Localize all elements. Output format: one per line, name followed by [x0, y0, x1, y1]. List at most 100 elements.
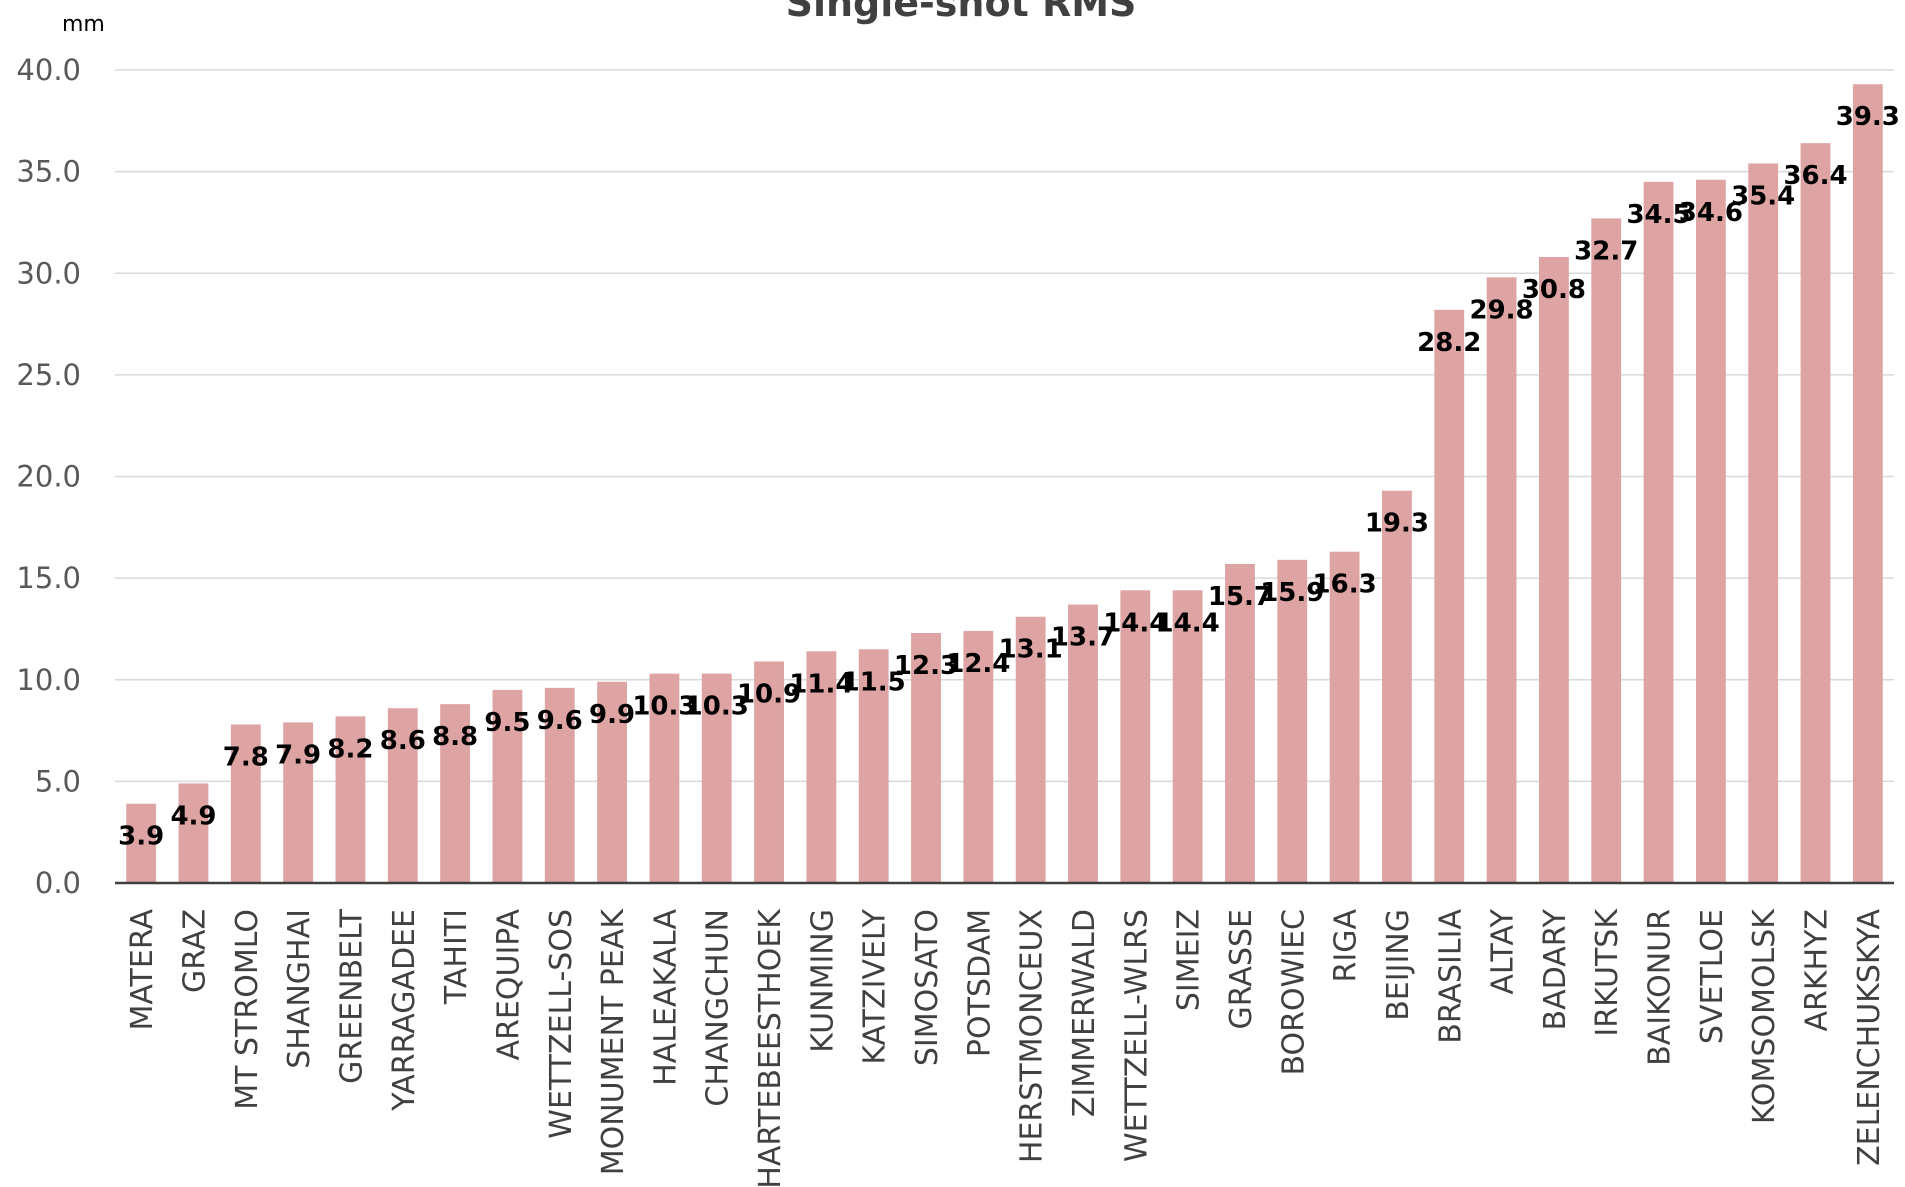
x-tick-label: ZIMMERWALD	[1067, 909, 1102, 1117]
bar	[701, 673, 732, 883]
bar	[1068, 604, 1098, 883]
x-tick-label: SIMEIZ	[1172, 909, 1207, 1011]
x-tick-label: HERSTMONCEUX	[1015, 909, 1050, 1163]
x-tick-label: IRKUTSK	[1590, 908, 1625, 1037]
bar	[1172, 590, 1203, 883]
bar	[597, 681, 627, 883]
x-tick-label: BRASILIA	[1433, 909, 1468, 1044]
bar	[1382, 490, 1412, 883]
data-label: 8.2	[327, 734, 373, 764]
y-tick-label: 40.0	[16, 53, 81, 87]
y-tick-label: 5.0	[35, 764, 81, 798]
bar	[283, 722, 314, 883]
data-label: 7.8	[223, 742, 269, 772]
bars	[126, 84, 1883, 884]
data-label: 8.6	[380, 726, 426, 756]
x-tick-label: TAHITI	[439, 909, 474, 1005]
y-tick-label: 35.0	[16, 155, 81, 189]
y-unit-label: mm	[62, 12, 105, 37]
x-tick-label: SVETLOE	[1695, 909, 1730, 1044]
bar	[1120, 590, 1151, 883]
y-tick-label: 20.0	[16, 460, 81, 494]
x-tick-label: ZELENCHUKSKYA	[1852, 909, 1887, 1166]
bar	[754, 661, 784, 883]
x-tick-label: KATZIVELY	[858, 908, 893, 1064]
bar	[806, 651, 837, 883]
bar	[544, 687, 575, 883]
data-label: 9.5	[484, 708, 530, 738]
data-label: 16.3	[1313, 570, 1377, 600]
bar	[858, 649, 889, 883]
bar	[126, 803, 157, 883]
data-label: 4.9	[170, 801, 216, 831]
data-label: 12.3	[894, 651, 958, 681]
x-tick-label: SIMOSATO	[910, 909, 945, 1066]
bar	[1225, 563, 1255, 883]
x-tick-label: HALEAKALA	[648, 909, 683, 1086]
x-tick-label: BAIKONUR	[1643, 909, 1678, 1066]
x-tick-label: AREQUIPA	[491, 909, 526, 1061]
y-tick-label: 0.0	[35, 866, 81, 900]
x-tick-label: WETTZELL-SOS	[544, 909, 579, 1139]
bar	[1434, 309, 1465, 884]
x-tick-label: BEIJING	[1381, 909, 1416, 1021]
bar	[387, 708, 418, 883]
x-tick-label: KUNMING	[805, 909, 840, 1053]
data-label: 14.4	[1103, 608, 1167, 638]
data-label: 9.6	[537, 706, 583, 736]
bar	[1486, 277, 1517, 883]
x-tick-label: POTSDAM	[962, 909, 997, 1057]
data-label: 19.3	[1365, 509, 1429, 539]
x-tick-label: ALTAY	[1486, 908, 1521, 994]
data-label: 10.9	[737, 679, 801, 709]
bar	[1643, 181, 1674, 884]
bar	[1277, 559, 1308, 883]
y-tick-label: 30.0	[16, 256, 81, 290]
data-label: 13.7	[1051, 623, 1115, 653]
bar	[1591, 218, 1622, 883]
data-label: 32.7	[1574, 236, 1638, 266]
x-tick-label: KOMSOMOLSK	[1747, 908, 1782, 1124]
x-tick-label: BADARY	[1538, 908, 1573, 1030]
bar	[1695, 179, 1726, 883]
bar	[440, 704, 471, 883]
bar	[911, 633, 941, 883]
data-label: 12.4	[946, 649, 1010, 679]
x-tick-label: MT STROMLO	[230, 909, 265, 1110]
x-tick-label: GREENBELT	[334, 908, 369, 1084]
x-tick-label: HARTEBEESTHOEK	[753, 908, 788, 1187]
bar	[1015, 616, 1046, 883]
x-tick-label: MATERA	[125, 909, 160, 1031]
data-label: 7.9	[275, 740, 321, 770]
gridlines	[115, 69, 1894, 783]
data-label: 36.4	[1783, 161, 1847, 191]
data-label: 39.3	[1836, 102, 1900, 132]
bar	[1329, 551, 1360, 883]
data-labels: 3.94.97.8 7.9 8.2 8.6 8.8 9.5 9.6 9.910.310.310…	[118, 102, 1900, 852]
data-label: 10.3	[685, 692, 749, 722]
x-tick-label: BOROWIEC	[1276, 909, 1311, 1076]
bar	[1800, 143, 1831, 884]
bar	[335, 716, 366, 883]
data-label: 11.4	[789, 669, 853, 699]
data-label: 14.4	[1156, 608, 1220, 638]
data-label: 29.8	[1469, 295, 1533, 325]
y-tick-label: 25.0	[16, 358, 81, 392]
bar	[178, 783, 209, 883]
x-tick-label: GRAZ	[177, 909, 212, 993]
x-tick-label: ARKHYZ	[1800, 909, 1835, 1031]
bar	[649, 673, 680, 883]
x-tick-label: WETTZELL-WLRS	[1119, 909, 1154, 1162]
x-axis-ticks: MATERA GRAZ MT STROMLO SHANGHAI GREENBELT YAR…	[125, 908, 1887, 1187]
x-tick-label: MONUMENT PEAK	[596, 908, 631, 1176]
y-tick-label: 15.0	[16, 561, 81, 595]
data-label: 9.9	[589, 700, 635, 730]
bar	[963, 630, 994, 883]
bar	[492, 689, 523, 883]
data-label: 11.5	[842, 667, 906, 697]
x-tick-label: RIGA	[1329, 909, 1364, 983]
bar	[230, 724, 261, 883]
data-label: 8.8	[432, 722, 478, 752]
y-tick-label: 10.0	[16, 663, 81, 697]
